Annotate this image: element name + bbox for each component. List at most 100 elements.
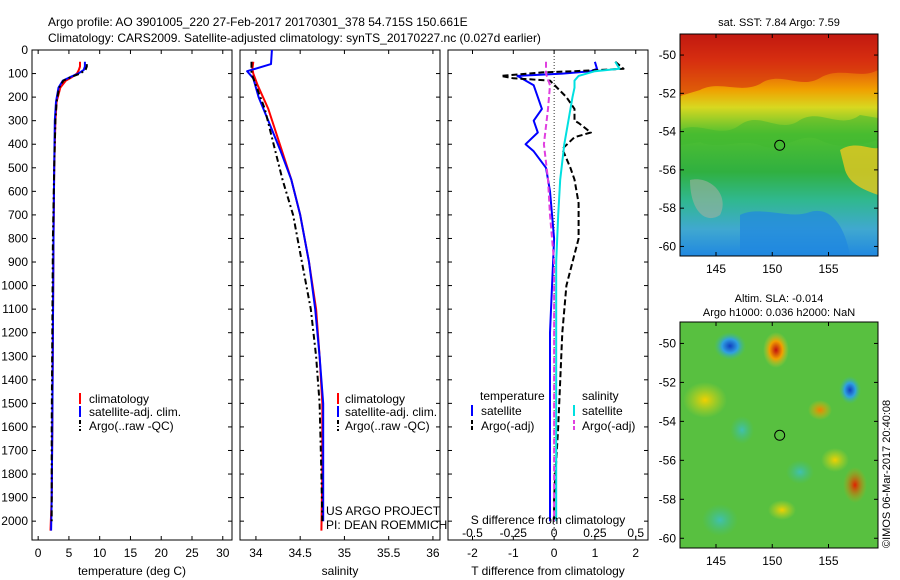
series-line-argo-raw-qc-	[250, 61, 324, 522]
sst-map-front	[680, 115, 878, 148]
map-x-tick-label: 155	[818, 554, 838, 568]
sla-map	[680, 322, 878, 548]
map-y-tick-label: -60	[659, 239, 677, 253]
salinity-legend: climatology satellite-adj. clim. Argo(..…	[337, 392, 437, 433]
legend-label-satellite-adj: satellite-adj. clim.	[89, 405, 181, 419]
x-tick-label: 0	[35, 546, 42, 560]
series-line-satellite-adj-clim-	[246, 49, 325, 522]
depth-tick-label: 1800	[1, 467, 28, 481]
x-tick-label: 34.5	[288, 546, 312, 560]
legend-header-temperature: temperature	[480, 389, 545, 403]
depth-tick-label: 1700	[1, 443, 28, 457]
sla-map-subtitle: Argo h1000: 0.036 h2000: NaN	[703, 307, 855, 319]
temperature-legend: climatology satellite-adj. clim. Argo(..…	[79, 392, 181, 433]
x2-tick-label: -0.5	[462, 526, 483, 540]
sla-map-orange-patch	[808, 400, 832, 420]
legend-header-salinity: salinity	[582, 389, 619, 403]
series-line-climatology	[251, 61, 324, 531]
depth-tick-label: 1500	[1, 396, 28, 410]
legend-label-sal-satellite: satellite	[582, 404, 623, 418]
series-line-satellite	[516, 61, 598, 522]
map-x-tick-label: 145	[706, 554, 726, 568]
difference-panel-frame	[447, 49, 649, 541]
depth-tick-label: 400	[8, 137, 28, 151]
salinity-panel-frame	[239, 49, 441, 541]
argo-location-marker	[774, 429, 786, 441]
x-tick-label: -1	[508, 546, 519, 560]
depth-tick-label: 1200	[1, 326, 28, 340]
x-tick-label: 15	[124, 546, 138, 560]
sla-map-blue-eddy	[714, 332, 746, 360]
depth-tick-label: 100	[8, 67, 28, 81]
sla-map-red-eddy	[763, 332, 789, 368]
legend-label-climatology: climatology	[345, 392, 405, 406]
depth-tick-label: 500	[8, 161, 28, 175]
depth-tick-label: 300	[8, 114, 28, 128]
argo-location-marker	[774, 139, 786, 151]
header-line2: Climatology: CARS2009. Satellite-adjuste…	[48, 31, 541, 45]
map-y-tick-label: -58	[659, 201, 677, 215]
sla-map-title: Altim. SLA: -0.014	[735, 293, 824, 305]
sla-map-yellow-patch	[768, 500, 796, 520]
credit-pi: PI: DEAN ROEMMICH	[326, 518, 447, 532]
map-y-tick-label: -54	[659, 414, 677, 428]
map-x-tick-label: 150	[762, 262, 782, 276]
depth-tick-label: 1300	[1, 349, 28, 363]
x-tick-label: 35.5	[377, 546, 401, 560]
x-tick-label: 35	[338, 546, 352, 560]
legend-label-argo: Argo(..raw -QC)	[89, 419, 174, 433]
legend-label-temp-argo: Argo(-adj)	[481, 419, 534, 433]
sla-map-cyan-patch	[786, 460, 814, 484]
sst-map-yellow-patch	[840, 145, 878, 195]
x-tick-label: 30	[216, 546, 230, 560]
depth-tick-label: 600	[8, 184, 28, 198]
depth-tick-label: 0	[21, 43, 28, 57]
series-line-argo-adj-	[542, 61, 556, 522]
legend-label-temp-satellite: satellite	[481, 404, 522, 418]
map-y-tick-label: -56	[659, 453, 677, 467]
depth-tick-label: 700	[8, 208, 28, 222]
depth-tick-label: 1600	[1, 420, 28, 434]
difference-x-label-temperature: T difference from climatology	[471, 564, 625, 578]
x-tick-label: 0	[551, 546, 558, 560]
header-line1: Argo profile: AO 3901005_220 27-Feb-2017…	[48, 15, 468, 29]
depth-tick-label: 200	[8, 90, 28, 104]
x-tick-label: 34	[249, 546, 263, 560]
sst-map-warm-lobes	[680, 34, 878, 96]
map-y-tick-label: -50	[659, 336, 677, 350]
sla-map-yellow-patch	[683, 382, 727, 418]
sst-map	[680, 34, 878, 256]
x-tick-label: -2	[467, 546, 478, 560]
series-line-satellite-adj-clim-	[50, 61, 86, 531]
map-x-tick-label: 145	[706, 262, 726, 276]
map-x-tick-label: 150	[762, 554, 782, 568]
map-y-tick-label: -60	[659, 531, 677, 545]
x-tick-label: 5	[66, 546, 73, 560]
map-y-tick-label: -52	[659, 375, 677, 389]
temperature-x-label: temperature (deg C)	[78, 564, 186, 578]
x-tick-label: 2	[632, 546, 639, 560]
legend-label-argo: Argo(..raw -QC)	[345, 419, 430, 433]
x-tick-label: 1	[592, 546, 599, 560]
map-y-tick-label: -54	[659, 125, 677, 139]
sst-map-cold-patch	[740, 210, 850, 256]
map-y-tick-label: -50	[659, 48, 677, 62]
depth-tick-label: 1000	[1, 279, 28, 293]
x2-tick-label: 0.25	[583, 526, 607, 540]
salinity-x-label: salinity	[322, 564, 359, 578]
map-frame	[679, 33, 879, 257]
x2-tick-label: -0.25	[500, 526, 528, 540]
map-x-tick-label: 155	[818, 262, 838, 276]
map-y-tick-label: -52	[659, 86, 677, 100]
map-y-tick-label: -56	[659, 163, 677, 177]
credit-project: US ARGO PROJECT	[326, 504, 441, 518]
depth-tick-label: 1900	[1, 491, 28, 505]
series-line-argo-adj-	[500, 61, 625, 522]
legend-label-sal-argo: Argo(-adj)	[582, 419, 635, 433]
map-frame	[679, 321, 879, 549]
temperature-panel-frame	[31, 49, 233, 541]
x-tick-label: 36	[426, 546, 440, 560]
sst-map-title: sat. SST: 7.84 Argo: 7.59	[718, 17, 840, 29]
difference-legend: temperature salinity satellite Argo(-adj…	[471, 389, 635, 433]
